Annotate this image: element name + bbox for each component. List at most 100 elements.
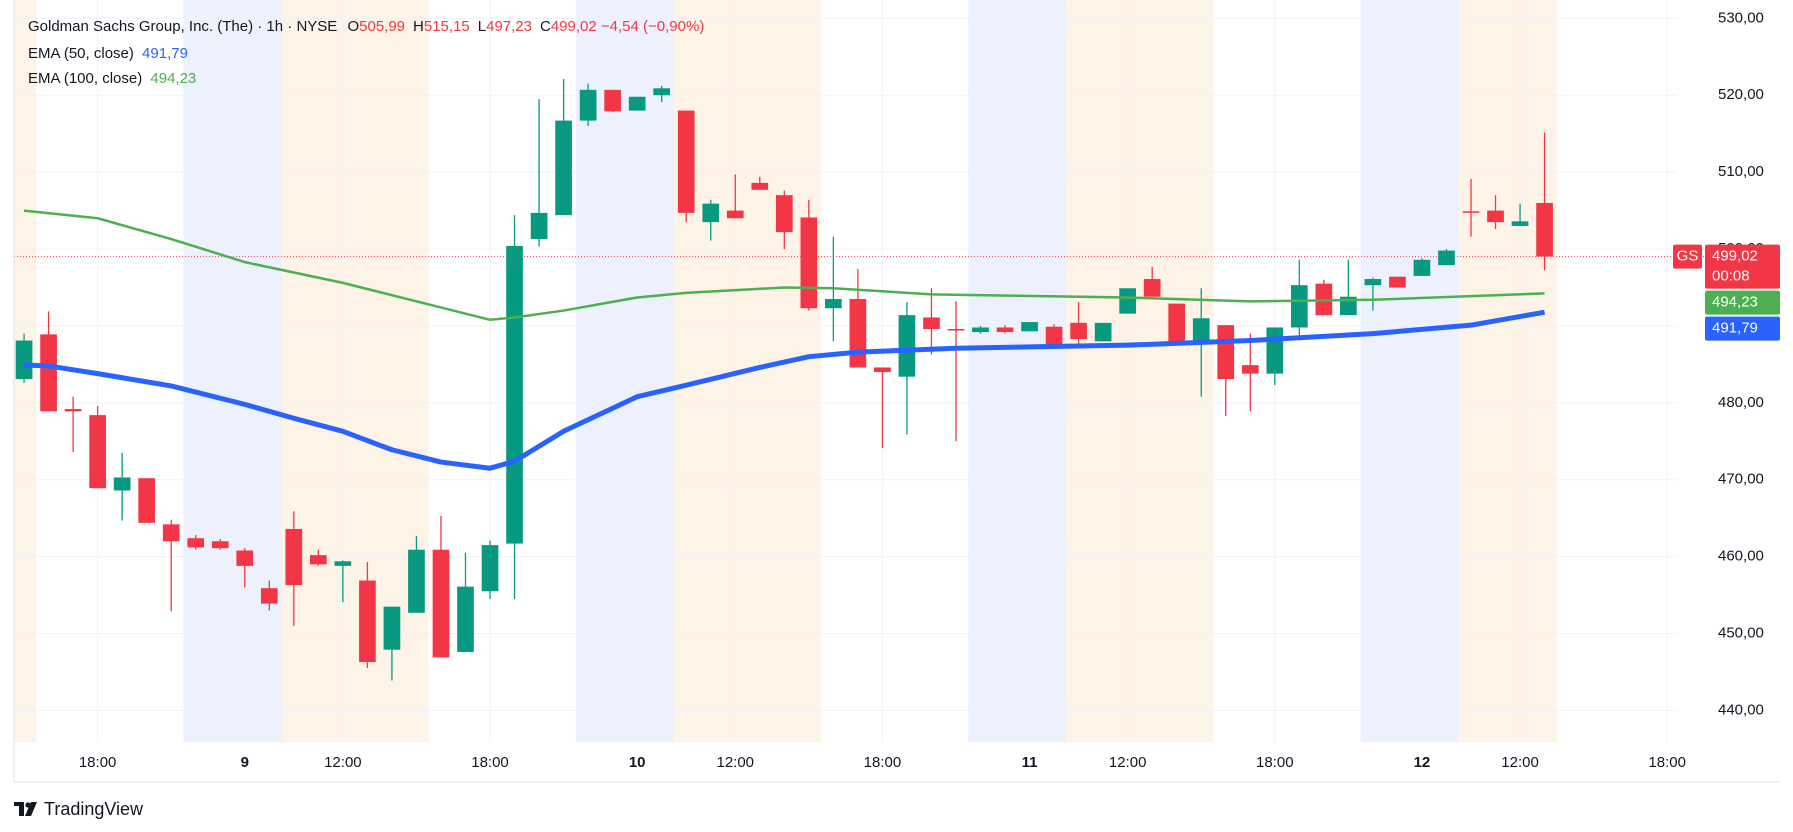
candle-body: [481, 545, 499, 592]
ema-legend: EMA (50, close) 491,79: [28, 45, 188, 62]
candle-body: [849, 299, 867, 368]
series-last: 494,23: [150, 70, 197, 87]
header-legend: Goldman Sachs Group, Inc. (The) · 1h · N…: [28, 18, 704, 35]
candle-body: [530, 212, 548, 240]
series-name: EMA (50, close): [28, 45, 134, 62]
candle-body: [1168, 303, 1186, 343]
candle-body: [211, 541, 229, 549]
y-tick-label: 460,00: [1718, 548, 1764, 565]
candle-body: [898, 315, 916, 377]
ohlc-key: O: [347, 18, 360, 35]
candle-body: [1070, 322, 1087, 340]
ema-price-box: [1705, 290, 1780, 315]
y-tick-label: 530,00: [1718, 9, 1764, 26]
candle-body: [628, 96, 646, 111]
candle-body: [162, 524, 180, 542]
candle-body: [653, 88, 671, 96]
ohlc-value: 505,99: [359, 18, 406, 35]
candle-body: [383, 606, 401, 650]
candle-body: [457, 586, 474, 653]
ohlc-legend: O505,99 H515,15 L497,23 C499,02: [341, 18, 596, 35]
x-tick-label: 18:00: [1648, 754, 1686, 771]
x-tick-label: 18:00: [1256, 754, 1294, 771]
series-name: EMA (100, close): [28, 70, 143, 87]
candle-body: [555, 120, 572, 216]
grid-layer: [14, 0, 1780, 742]
candle-body: [113, 477, 131, 491]
background-layer: [14, 0, 1557, 742]
x-tick-label: 12:00: [1109, 754, 1147, 771]
symbol-box: [1673, 244, 1702, 269]
labels-layer: 440,00450,00460,00470,00480,00490,00500,…: [79, 9, 1780, 771]
ema-legend: EMA (100, close) 494,23: [28, 70, 196, 87]
candle-body: [825, 299, 842, 309]
session-band: [1458, 0, 1557, 742]
session-band: [1066, 0, 1214, 742]
ohlc-value: 499,02: [550, 18, 597, 35]
change: −4,54 (−0,90%): [600, 18, 705, 35]
ema-price-label: 494,23: [1712, 294, 1758, 311]
candle-body: [1266, 327, 1284, 374]
candle-body: [1413, 259, 1431, 276]
session-band: [281, 0, 429, 742]
candle-body: [138, 478, 156, 523]
x-tick-label: 12:00: [716, 754, 754, 771]
candle-body: [1241, 365, 1259, 374]
brand-name: TradingView: [44, 799, 144, 819]
candle-body: [1290, 285, 1308, 328]
candle-body: [1045, 326, 1063, 348]
candle-body: [1119, 288, 1136, 314]
candle-body: [947, 329, 965, 331]
candle-body: [432, 549, 450, 658]
candle-body: [334, 561, 352, 566]
ema-line: [23, 209, 1545, 322]
candle-body: [1536, 202, 1553, 257]
candle-body: [1094, 322, 1112, 342]
candle-body: [1511, 221, 1529, 226]
candle-body: [1021, 322, 1038, 332]
series-last: 491,79: [142, 45, 188, 62]
y-tick-label: 480,00: [1718, 394, 1764, 411]
x-tick-label: 9: [241, 754, 249, 771]
candle-body: [260, 588, 278, 604]
ohlc-key: H: [413, 18, 424, 35]
ohlc-value: 515,15: [423, 18, 470, 35]
candle-body: [310, 555, 327, 565]
candle-body: [800, 217, 818, 309]
y-tick-label: 510,00: [1718, 163, 1764, 180]
price-box: [1705, 244, 1780, 289]
candle-body: [40, 334, 57, 412]
candle-body: [64, 408, 82, 412]
x-tick-label: 12:00: [1501, 754, 1539, 771]
candle-body: [1364, 279, 1382, 286]
ohlc-value: 497,23: [486, 18, 532, 35]
x-tick-label: 12: [1414, 754, 1431, 771]
candle-body: [285, 528, 303, 586]
x-tick-label: 18:00: [471, 754, 509, 771]
candle-body: [996, 327, 1014, 333]
candle-body: [187, 538, 205, 548]
candle-body: [89, 415, 106, 489]
candle-body: [359, 580, 376, 663]
x-tick-label: 11: [1022, 754, 1038, 771]
candle-body: [408, 549, 425, 613]
candle-body: [506, 245, 523, 544]
candle-body: [604, 89, 621, 112]
marks-layer: [15, 79, 1553, 681]
y-tick-label: 470,00: [1718, 471, 1764, 488]
brand-logo: [14, 802, 37, 816]
last-price-label: 499,02: [1712, 248, 1758, 265]
ema-price-label: 491,79: [1712, 320, 1758, 337]
candle-body: [1462, 211, 1480, 213]
candle-body: [1192, 318, 1210, 341]
ohlc-key: L: [477, 18, 487, 35]
candle-body: [1143, 279, 1161, 297]
candle-body: [972, 327, 989, 333]
session-band: [183, 0, 282, 742]
chart-title: Goldman Sachs Group, Inc. (The) · 1h · N…: [28, 18, 338, 35]
x-tick-label: 12:00: [324, 754, 362, 771]
candle-body: [677, 110, 695, 213]
symbol-label: GS: [1677, 248, 1699, 265]
